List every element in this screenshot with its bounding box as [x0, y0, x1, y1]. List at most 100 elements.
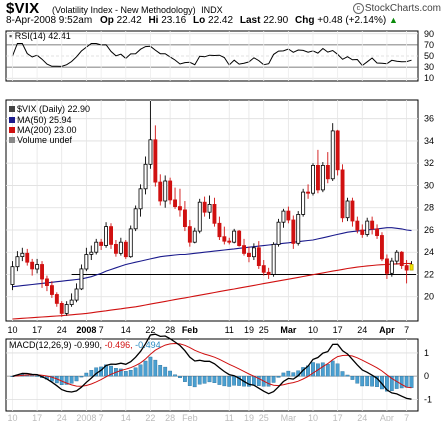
- candle-body: [261, 265, 266, 273]
- macd-histogram-bar: [335, 363, 340, 377]
- legend-ma200-label: MA(200): [17, 125, 54, 135]
- candle-body: [158, 181, 163, 202]
- macd-histogram-bar: [202, 376, 207, 384]
- index-name: (Volatility Index - New Methodology): [52, 5, 196, 15]
- macd-histogram-bar: [128, 370, 133, 377]
- x-axis-label: 19: [244, 325, 254, 335]
- price-tick-label: 22: [424, 269, 434, 279]
- candle-body: [182, 209, 187, 227]
- price-tick-label: 20: [424, 292, 434, 302]
- last-label: Last: [239, 15, 261, 26]
- rsi-line: [12, 43, 412, 67]
- macd-histogram-bar: [345, 374, 350, 377]
- x-axis-label: 2008: [76, 325, 96, 335]
- candle-body: [256, 247, 261, 267]
- candle-body: [375, 228, 379, 236]
- candle-body: [74, 288, 79, 301]
- rsi-tick-label: 30: [424, 62, 434, 72]
- candle-body: [350, 200, 355, 222]
- candle-body: [79, 268, 84, 290]
- candle-body: [286, 210, 291, 221]
- copyright-text: StockCharts.com: [364, 3, 441, 14]
- high-label: Hi: [148, 15, 159, 26]
- macd-histogram-bar: [50, 376, 54, 382]
- candle-body: [123, 241, 128, 258]
- legend-ma50-swatch: [9, 117, 15, 123]
- macd-histogram-bar: [271, 376, 276, 383]
- legend-value: 22.90: [68, 104, 91, 114]
- candle-body: [222, 236, 227, 242]
- x-axis-label-bottom: 17: [32, 413, 42, 421]
- legend-main-text: $VIX (Daily) 22.90: [17, 104, 90, 114]
- candle-body: [192, 230, 197, 243]
- candle-body: [10, 266, 15, 285]
- macd-histogram-bar: [409, 376, 414, 388]
- rsi-icon: ▪: [9, 31, 15, 41]
- rsi-tick-label: 90: [424, 29, 434, 39]
- x-axis-label-bottom: Apr: [380, 413, 394, 421]
- legend-title: $VIX (Daily): [17, 104, 68, 114]
- macd-histogram-bar: [370, 376, 374, 387]
- candle-body: [143, 163, 148, 190]
- macd-histogram-bar: [35, 375, 40, 377]
- candle-body: [296, 213, 301, 244]
- ma50-line: [12, 227, 412, 288]
- candle-body: [99, 241, 104, 246]
- open-label: Op: [99, 15, 114, 26]
- candle-body: [345, 200, 350, 219]
- candle-body: [202, 201, 207, 213]
- rsi-label-group: ▪ RSI(14) 42.41: [9, 31, 71, 41]
- candle-body: [69, 299, 74, 306]
- candle-body: [54, 294, 59, 304]
- candle-body: [320, 164, 325, 191]
- candle-body: [45, 278, 49, 286]
- x-axis-label: 7: [404, 325, 409, 335]
- chg-value: +0.48 (+2.14%): [317, 15, 387, 26]
- candle-body: [301, 191, 306, 215]
- x-axis-label-bottom: 10: [308, 413, 318, 421]
- candle-body: [30, 261, 35, 270]
- macd-histogram-bar: [69, 376, 74, 384]
- x-axis-label: 25: [259, 325, 269, 335]
- macd-histogram-bar: [173, 374, 177, 377]
- legend-ma50-value: 25.94: [49, 115, 72, 125]
- macd-histogram-bar: [64, 376, 69, 385]
- candle-body: [237, 230, 242, 247]
- x-axis-label-bottom: 10: [7, 413, 17, 421]
- macd-histogram-bar: [320, 362, 325, 377]
- price-tick-label: 24: [424, 247, 434, 257]
- candle-body: [227, 240, 232, 243]
- candle-body: [177, 206, 182, 211]
- legend-ma50-label: MA(50): [17, 115, 49, 125]
- macd-label-group: MACD(12,26,9) -0.990, -0.496, -0.494: [9, 340, 161, 350]
- macd-histogram-bar: [266, 376, 271, 387]
- macd-histogram-bar: [158, 365, 163, 377]
- candle-body: [15, 256, 20, 268]
- legend-volume-text: Volume undef: [17, 135, 73, 145]
- macd-histogram-bar: [232, 376, 236, 386]
- macd-tick-label: -1: [424, 394, 432, 404]
- x-axis-label: 24: [357, 325, 367, 335]
- candle-body: [109, 226, 113, 245]
- macd-histogram-bar: [84, 372, 89, 377]
- up-arrow-icon: ▲: [388, 15, 398, 25]
- rsi-tick-label: 70: [424, 40, 434, 50]
- macd-histogram-bar: [350, 376, 355, 380]
- chg-label: Chg: [295, 15, 315, 26]
- candle-body: [311, 164, 315, 194]
- macd-histogram-bar: [340, 371, 345, 377]
- x-axis-label-bottom: 14: [121, 413, 131, 421]
- legend-ma200-swatch: [9, 127, 15, 133]
- rsi-label: RSI(14): [15, 31, 49, 41]
- macd-histogram-bar: [360, 376, 365, 387]
- x-axis-label-bottom: 24: [357, 413, 367, 421]
- candle-body: [409, 264, 414, 271]
- candle-body: [20, 252, 25, 258]
- candle-body: [64, 304, 69, 314]
- symbol-title: $VIX: [6, 0, 40, 17]
- rsi-tick-label: 10: [424, 73, 434, 83]
- copyright-notice: c StockCharts.com: [352, 3, 441, 14]
- candle-body: [242, 245, 246, 254]
- x-axis-label-bottom: 2008: [76, 413, 96, 421]
